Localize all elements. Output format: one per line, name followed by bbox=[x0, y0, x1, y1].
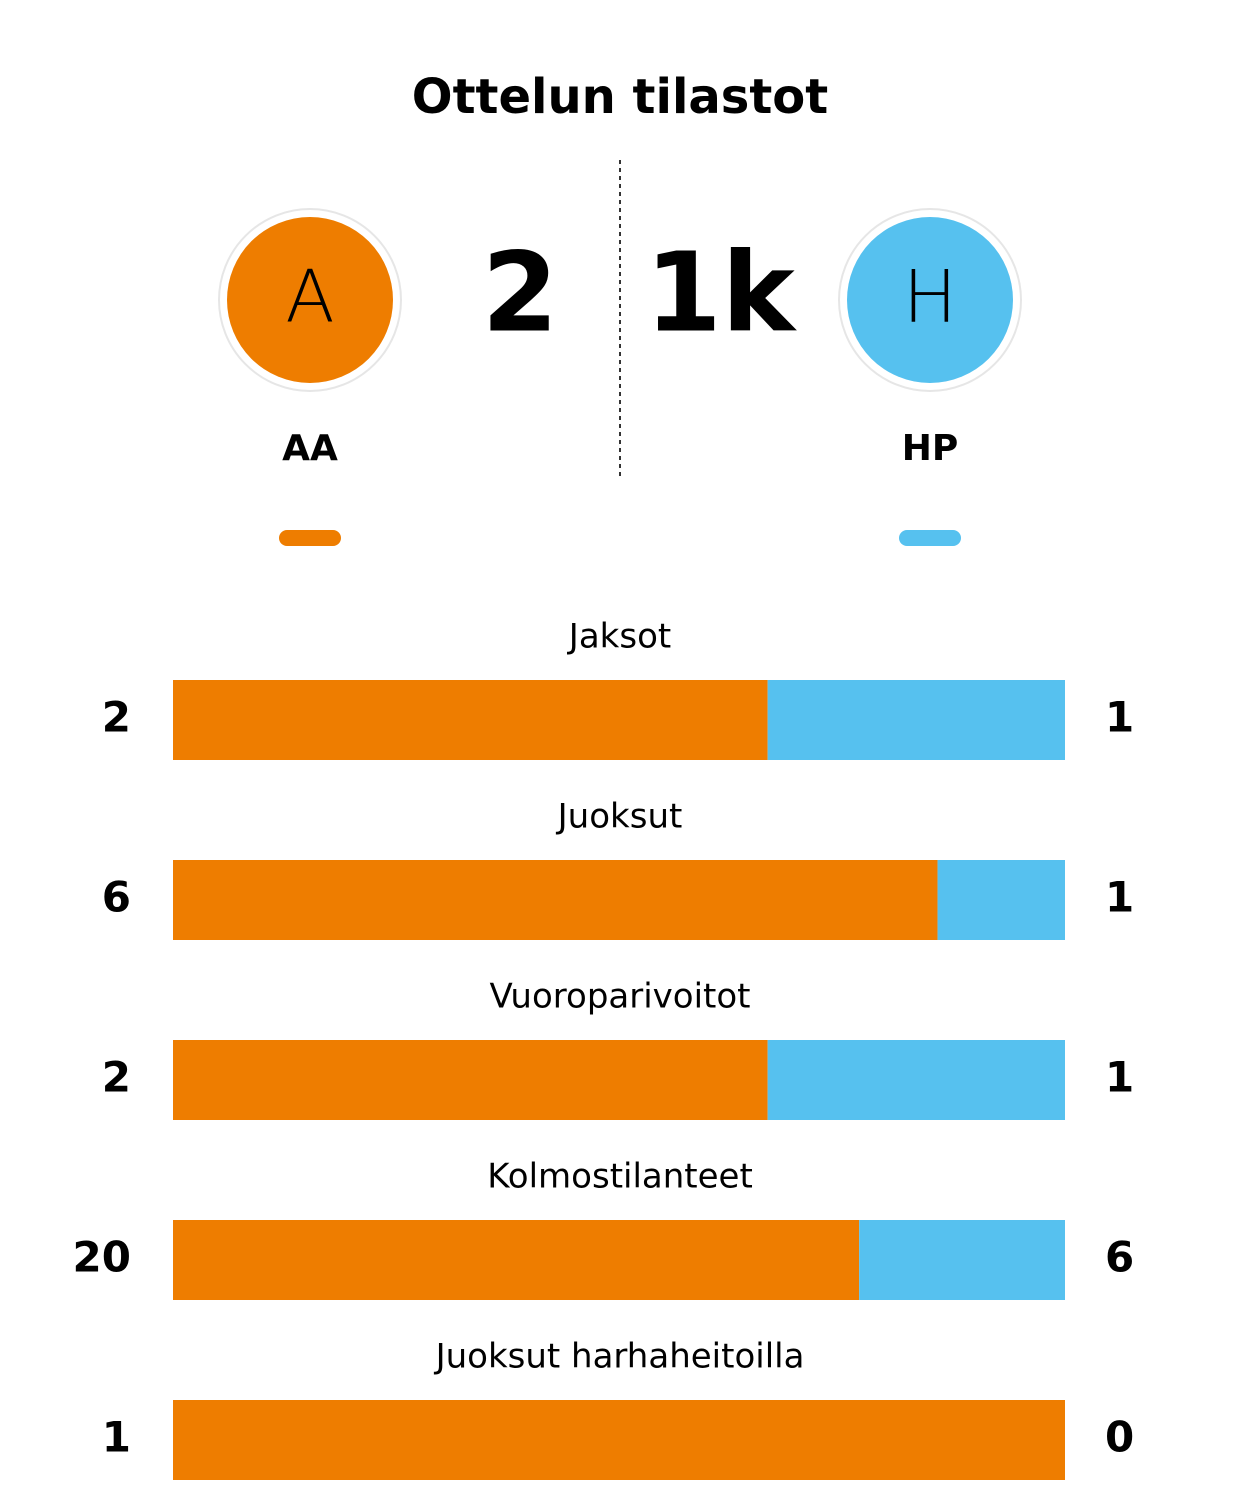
home-initial: A bbox=[285, 255, 334, 339]
away-bar bbox=[859, 1220, 1065, 1300]
stat-label: Juoksut harhaheitoilla bbox=[434, 1337, 805, 1377]
home-value: 6 bbox=[102, 873, 131, 922]
home-value: 2 bbox=[102, 1053, 131, 1102]
home-score: 2 bbox=[482, 228, 559, 356]
home-bar bbox=[173, 680, 768, 760]
away-value: 6 bbox=[1105, 1233, 1134, 1282]
away-value: 1 bbox=[1105, 693, 1134, 742]
away-ring bbox=[838, 208, 1022, 392]
stat-label: Vuoroparivoitot bbox=[489, 977, 750, 1017]
home-ring bbox=[218, 208, 402, 392]
home-badge bbox=[227, 217, 393, 383]
away-badge bbox=[847, 217, 1013, 383]
home-color-key bbox=[279, 530, 341, 546]
home-value: 2 bbox=[102, 693, 131, 742]
away-color-key bbox=[899, 530, 961, 546]
home-value: 20 bbox=[73, 1233, 131, 1282]
stat-label: Jaksot bbox=[567, 617, 671, 657]
home-bar bbox=[173, 860, 938, 940]
away-name: HP bbox=[902, 428, 959, 469]
home-bar bbox=[173, 1040, 768, 1120]
away-bar bbox=[937, 860, 1065, 940]
title: Ottelun tilastot bbox=[412, 69, 828, 125]
stat-label: Kolmostilanteet bbox=[487, 1157, 753, 1197]
away-bar bbox=[767, 680, 1065, 760]
away-value: 1 bbox=[1105, 1053, 1134, 1102]
away-value: 0 bbox=[1105, 1413, 1134, 1462]
away-initial: H bbox=[903, 255, 957, 339]
home-value: 1 bbox=[102, 1413, 131, 1462]
away-value: 1 bbox=[1105, 873, 1134, 922]
stat-label: Juoksut bbox=[556, 797, 683, 837]
home-bar bbox=[173, 1400, 1065, 1480]
home-bar bbox=[173, 1220, 860, 1300]
home-name: AA bbox=[282, 428, 338, 469]
away-bar bbox=[767, 1040, 1065, 1120]
away-score: 1k bbox=[645, 228, 798, 356]
